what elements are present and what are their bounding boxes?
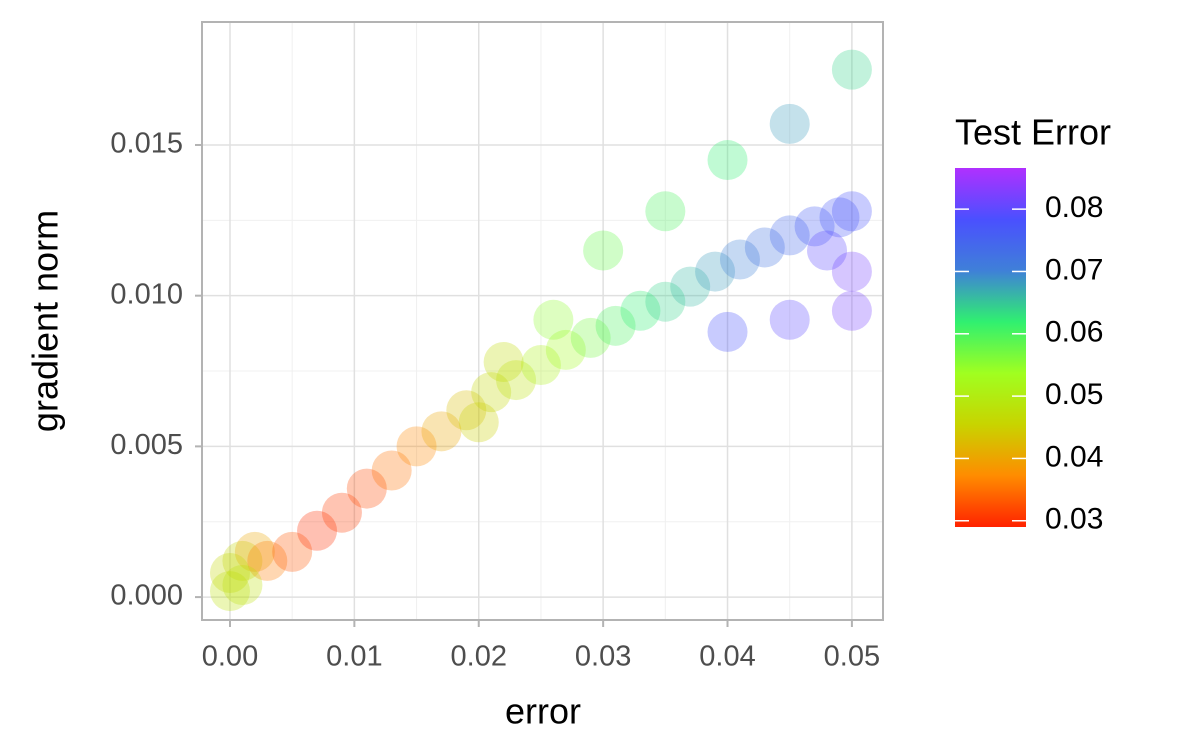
points bbox=[209, 49, 872, 612]
colorbar-label: 0.05 bbox=[1045, 378, 1103, 411]
point bbox=[831, 191, 872, 232]
point bbox=[458, 402, 499, 443]
colorbar-label: 0.04 bbox=[1045, 440, 1103, 473]
point bbox=[831, 251, 872, 292]
point bbox=[545, 329, 586, 370]
y-tick-label: 0.000 bbox=[110, 580, 183, 612]
y-tick-label: 0.010 bbox=[110, 278, 183, 310]
y-tick-label: 0.015 bbox=[110, 128, 183, 160]
point bbox=[209, 552, 250, 593]
point bbox=[471, 372, 512, 413]
colorbar-label: 0.06 bbox=[1045, 316, 1103, 349]
point bbox=[595, 305, 636, 346]
x-tick-label: 0.03 bbox=[575, 641, 631, 673]
x-tick-label: 0.02 bbox=[451, 641, 507, 673]
point bbox=[769, 215, 810, 256]
point bbox=[446, 390, 487, 431]
point bbox=[695, 251, 736, 292]
point bbox=[620, 290, 661, 331]
point bbox=[794, 206, 835, 247]
point bbox=[209, 571, 250, 612]
point bbox=[645, 281, 686, 322]
point bbox=[346, 468, 387, 509]
point bbox=[570, 317, 611, 358]
panel-border bbox=[201, 21, 884, 621]
point bbox=[222, 565, 263, 606]
point bbox=[769, 299, 810, 340]
point bbox=[520, 345, 561, 386]
point bbox=[670, 266, 711, 307]
point bbox=[247, 540, 288, 581]
x-tick-label: 0.01 bbox=[326, 641, 382, 673]
point bbox=[831, 49, 872, 90]
point bbox=[645, 191, 686, 232]
point bbox=[719, 239, 760, 280]
legend-title: Test Error bbox=[955, 112, 1111, 153]
point bbox=[371, 450, 412, 491]
point bbox=[421, 411, 462, 452]
x-tick-label: 0.05 bbox=[824, 641, 880, 673]
x-tick-label: 0.04 bbox=[699, 641, 755, 673]
point bbox=[234, 531, 275, 572]
x-axis-title: error bbox=[505, 691, 581, 732]
plot-panel bbox=[202, 22, 883, 620]
point bbox=[533, 299, 574, 340]
point bbox=[583, 230, 624, 271]
point bbox=[496, 360, 537, 401]
colorbar-label: 0.08 bbox=[1045, 191, 1103, 224]
point bbox=[297, 510, 338, 551]
colorbar-label: 0.07 bbox=[1045, 253, 1103, 286]
grid bbox=[202, 22, 883, 620]
point bbox=[272, 531, 313, 572]
colorbar-label: 0.03 bbox=[1045, 503, 1103, 536]
point bbox=[483, 341, 524, 382]
point bbox=[707, 311, 748, 352]
point bbox=[222, 540, 263, 581]
point bbox=[707, 140, 748, 181]
point bbox=[769, 103, 810, 144]
point bbox=[396, 426, 437, 467]
point bbox=[807, 230, 848, 271]
point bbox=[831, 290, 872, 331]
point bbox=[321, 492, 362, 533]
colorbar bbox=[955, 168, 1026, 527]
y-axis-title: gradient norm bbox=[25, 210, 66, 432]
legend: 0.03 0.04 0.05 0.06 0.07 0.08 bbox=[955, 191, 1103, 536]
point bbox=[819, 197, 860, 238]
y-tick-label: 0.005 bbox=[110, 429, 183, 461]
point bbox=[744, 227, 785, 268]
x-tick-label: 0.00 bbox=[202, 641, 258, 673]
